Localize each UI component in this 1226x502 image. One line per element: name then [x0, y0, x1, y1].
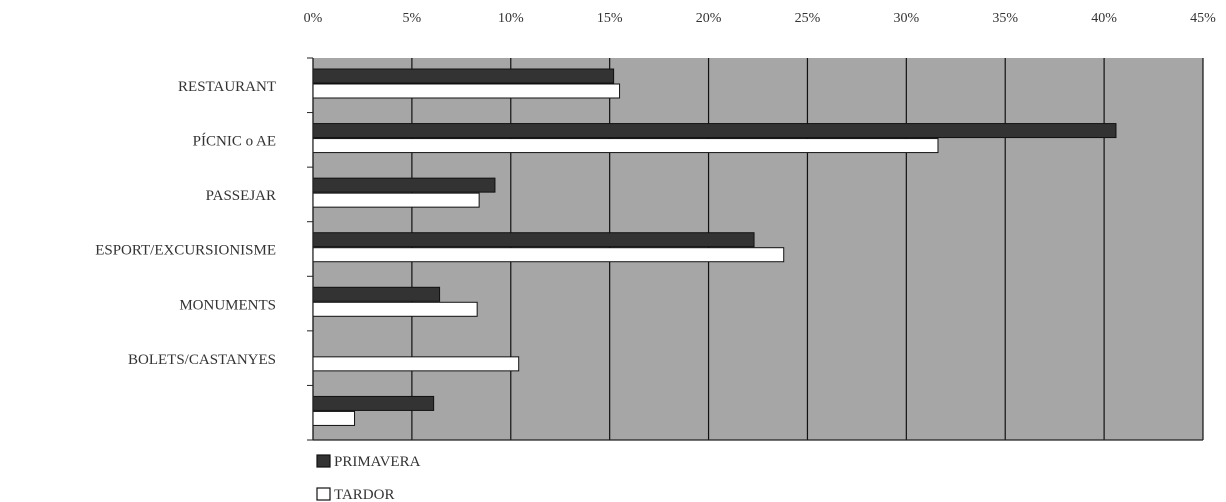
- bar-primavera-3: [312, 232, 755, 248]
- bar-tardor-2: [312, 192, 480, 208]
- bar-tardor-1: [312, 138, 939, 154]
- bar-primavera-2: [312, 177, 496, 193]
- bar-tardor-0: [312, 83, 621, 99]
- bar-tardor-3: [312, 247, 785, 263]
- legend-swatch-tardor: [316, 487, 331, 501]
- legend-label-primavera: PRIMAVERA: [334, 454, 421, 470]
- bar-tardor-6: [312, 410, 356, 426]
- bar-tardor-5: [312, 356, 520, 372]
- x-tick-label: 30%: [893, 11, 919, 26]
- x-tick-label: 10%: [498, 11, 524, 26]
- category-label: RESTAURANT: [178, 79, 276, 95]
- category-label: PASSEJAR: [206, 188, 276, 204]
- category-label: PÍCNIC o AE: [193, 133, 276, 150]
- bar-primavera-0: [312, 68, 615, 84]
- bar-primavera-6: [312, 395, 435, 411]
- x-tick-label: 45%: [1190, 11, 1216, 26]
- x-tick-label: 40%: [1091, 11, 1117, 26]
- x-tick-label: 35%: [992, 11, 1018, 26]
- legend-swatch-primavera: [316, 454, 331, 468]
- x-tick-label: 15%: [597, 11, 623, 26]
- x-tick-label: 0%: [304, 11, 323, 26]
- bar-primavera-4: [312, 286, 441, 302]
- bar-tardor-4: [312, 301, 478, 317]
- legend-label-tardor: TARDOR: [334, 487, 394, 502]
- x-tick-label: 25%: [795, 11, 821, 26]
- category-label: ESPORT/EXCURSIONISME: [95, 243, 276, 259]
- bar-primavera-1: [312, 123, 1117, 139]
- x-tick-label: 5%: [403, 11, 422, 26]
- x-tick-label: 20%: [696, 11, 722, 26]
- category-label: BOLETS/CASTANYES: [128, 352, 276, 368]
- category-label: MONUMENTS: [179, 297, 276, 313]
